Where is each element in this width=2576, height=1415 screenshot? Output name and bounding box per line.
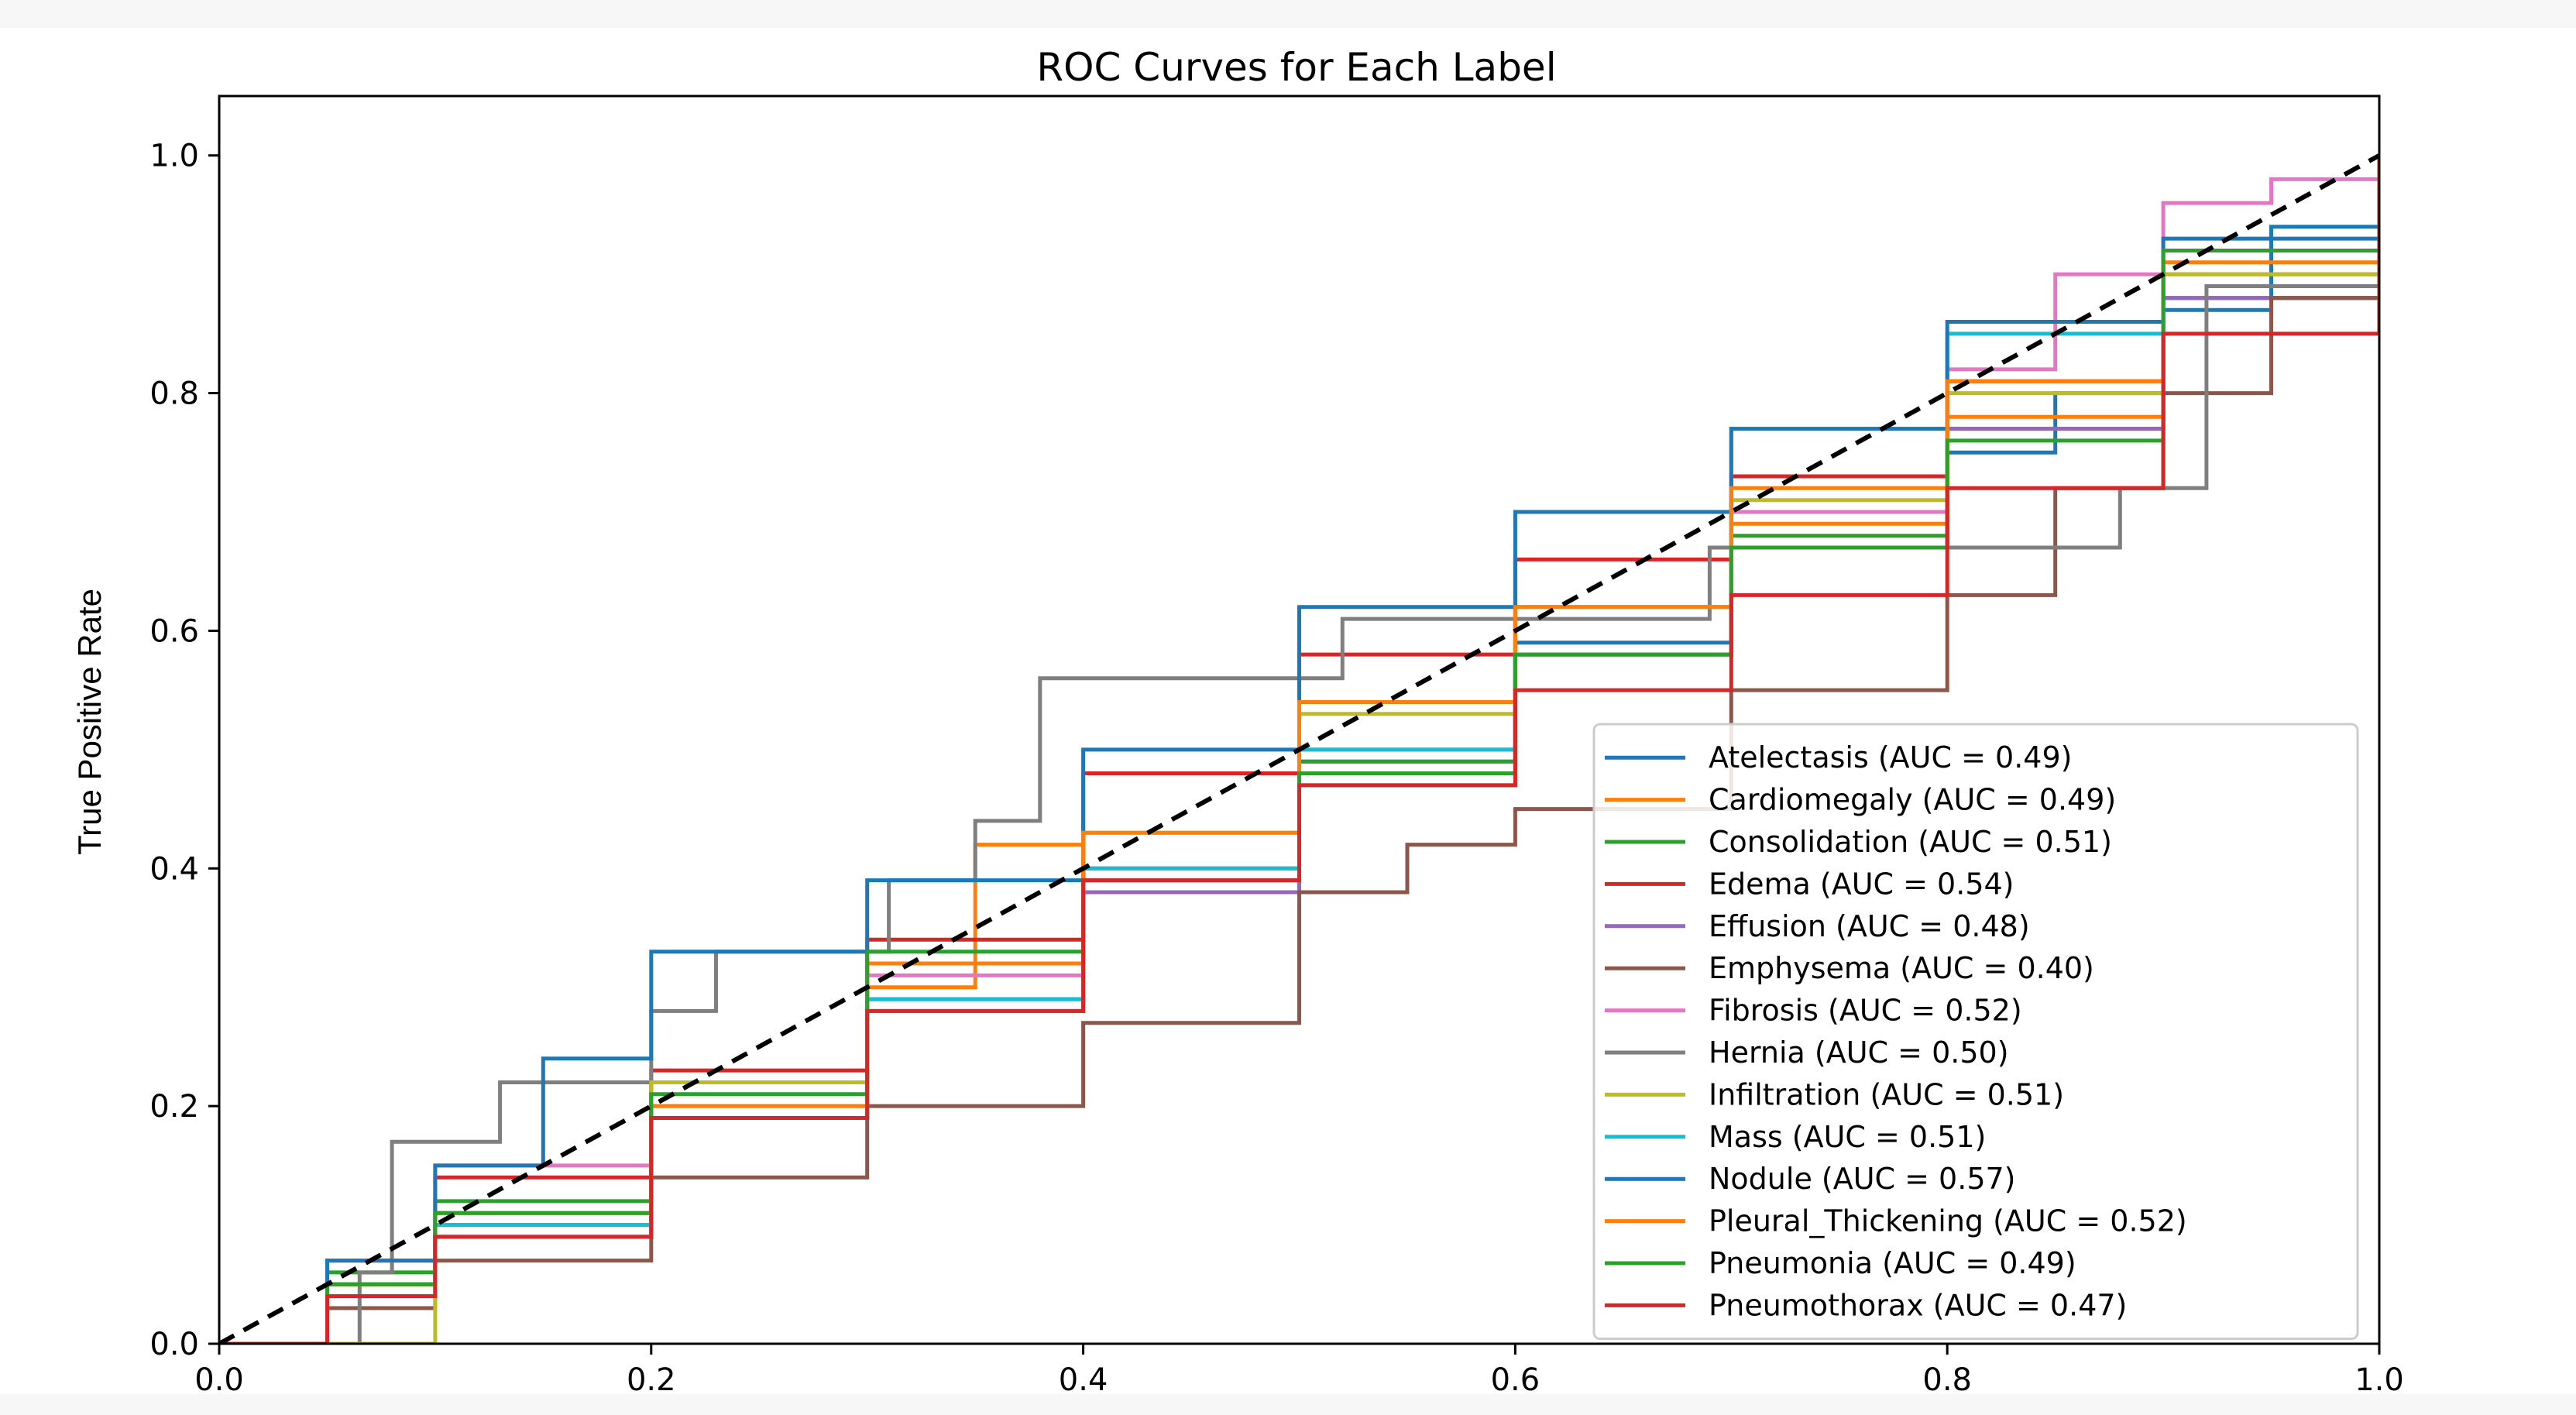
series-line-13 (219, 155, 2379, 1344)
x-tick-label-2: 0.4 (1059, 1362, 1108, 1398)
x-tick-label-3: 0.6 (1491, 1362, 1540, 1398)
top-band (0, 0, 2576, 28)
y-tick-label-4: 0.8 (149, 376, 199, 412)
series-group (219, 153, 2379, 1344)
x-tick-label-1: 0.2 (627, 1362, 676, 1398)
legend-label-2: Consolidation (AUC = 0.51) (1709, 825, 2112, 859)
legend-label-8: Infiltration (AUC = 0.51) (1709, 1077, 2064, 1111)
legend-label-13: Pneumothorax (AUC = 0.47) (1709, 1288, 2127, 1322)
y-tick-label-0: 0.0 (149, 1327, 199, 1362)
y-axis-label: True Positive Rate (71, 589, 108, 855)
legend-label-5: Emphysema (AUC = 0.40) (1709, 951, 2094, 985)
series-line-10 (219, 155, 2379, 1344)
legend-label-4: Effusion (AUC = 0.48) (1709, 909, 2030, 943)
legend-label-12: Pneumonia (AUC = 0.49) (1709, 1246, 2076, 1280)
x-tick-label-0: 0.0 (194, 1362, 244, 1398)
bottom-band (0, 1394, 2576, 1415)
y-tick-label-2: 0.4 (149, 851, 199, 887)
chart-title: ROC Curves for Each Label (1036, 45, 1556, 90)
legend-box (1592, 723, 2359, 1341)
y-tick-label-5: 1.0 (149, 139, 199, 174)
legend: Atelectasis (AUC = 0.49) Cardiomegaly (AU… (1592, 723, 2359, 1341)
legend-label-9: Mass (AUC = 0.51) (1709, 1120, 1986, 1154)
axes: 0.0 0.2 0.4 0.6 0.8 1.0 0.0 0.2 0.4 0.6 0.8 1.0 (149, 94, 2404, 1398)
plot-frame (218, 94, 2381, 1345)
legend-label-11: Pleural_Thickening (AUC = 0.52) (1709, 1204, 2187, 1238)
legend-label-0: Atelectasis (AUC = 0.49) (1709, 740, 2072, 774)
plot-area (219, 153, 2379, 1344)
y-tick-label-1: 0.2 (149, 1089, 199, 1125)
legend-label-1: Cardiomegaly (AUC = 0.49) (1709, 783, 2116, 817)
y-tick-label-3: 0.6 (149, 613, 199, 649)
x-tick-label-4: 0.8 (1922, 1362, 1972, 1398)
legend-label-10: Nodule (AUC = 0.57) (1709, 1162, 2016, 1196)
diagonal-reference-line (219, 153, 2379, 1344)
legend-label-7: Hernia (AUC = 0.50) (1709, 1035, 2009, 1070)
legend-label-6: Fibrosis (AUC = 0.52) (1709, 994, 2022, 1028)
legend-label-3: Edema (AUC = 0.54) (1709, 867, 2014, 901)
x-tick-label-5: 1.0 (2354, 1362, 2404, 1398)
